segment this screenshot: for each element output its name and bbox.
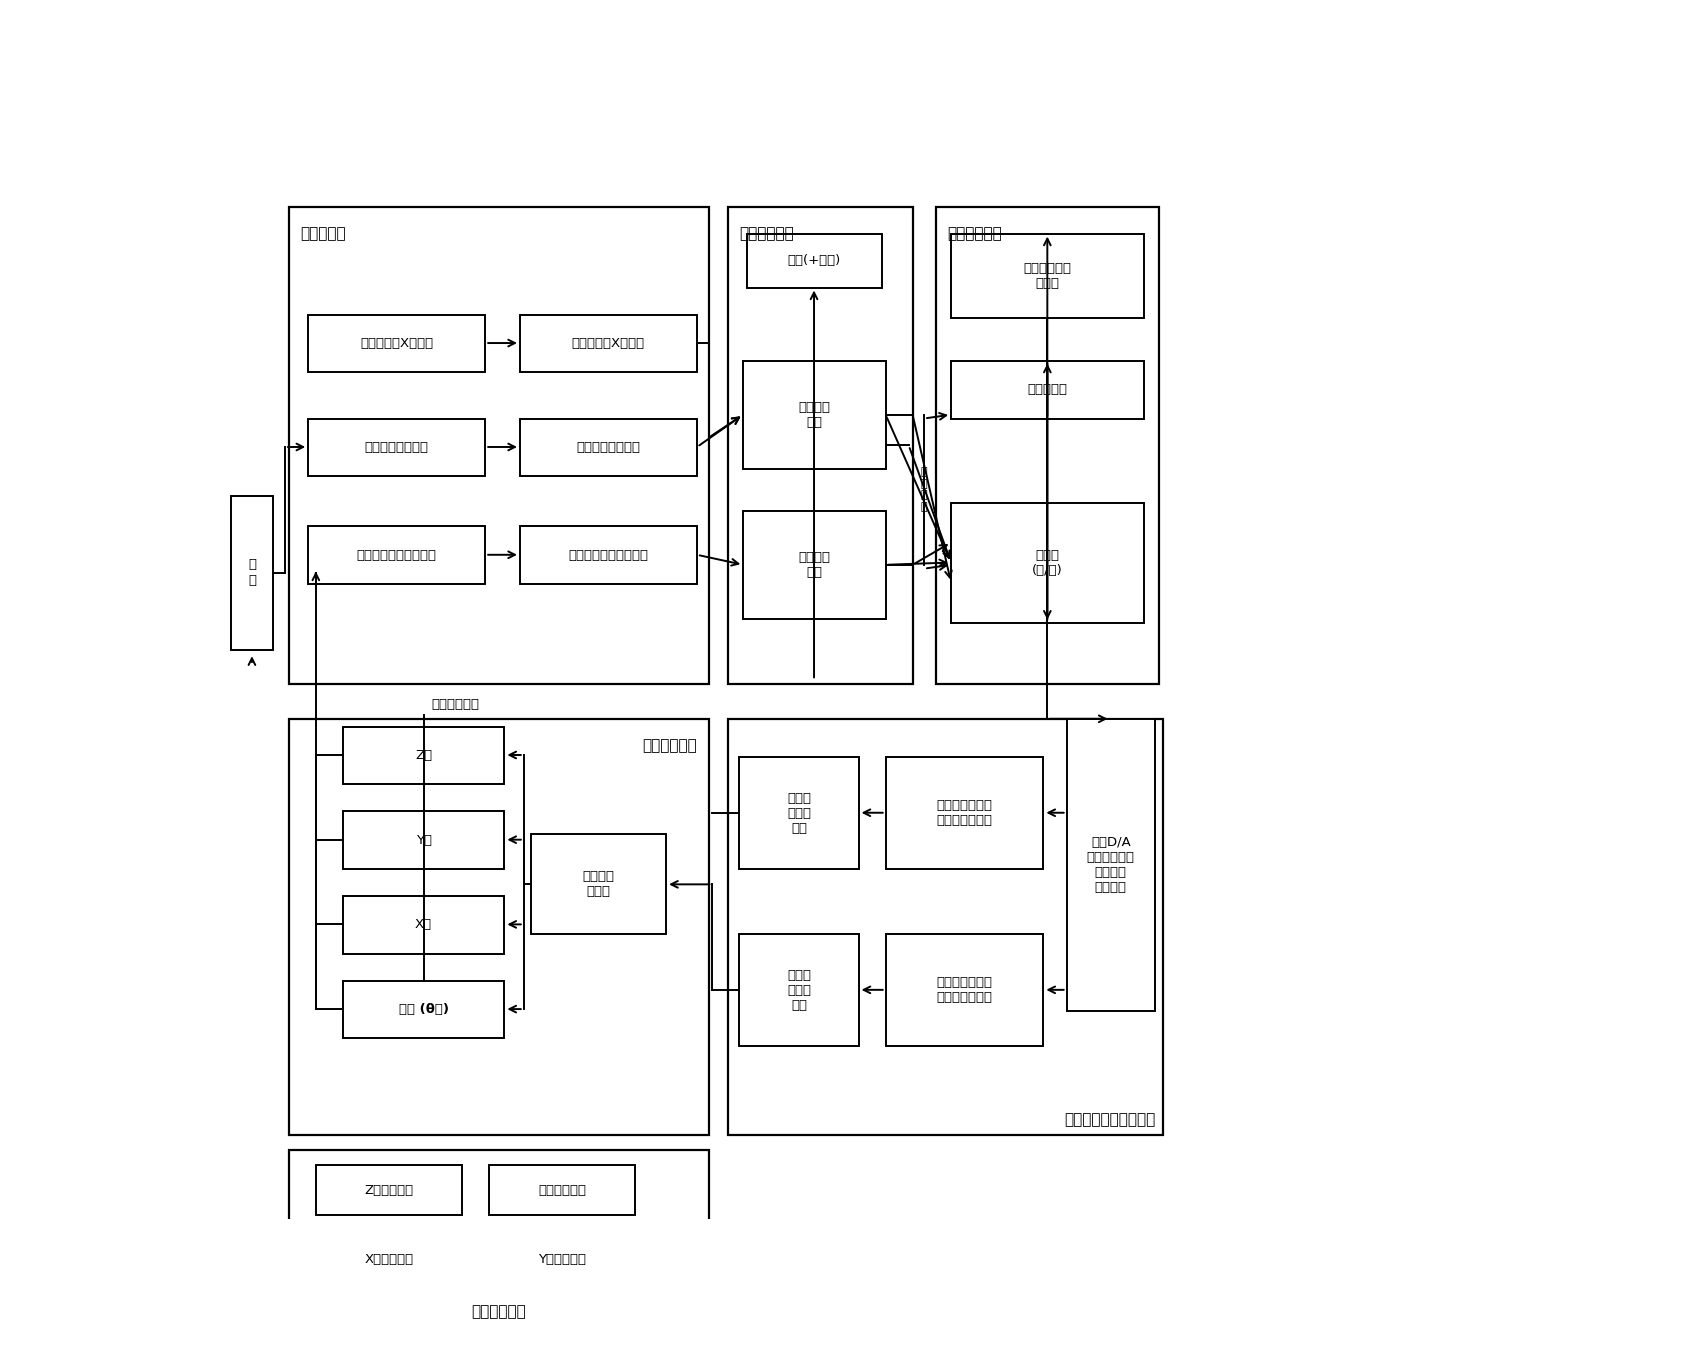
Bar — [739, 758, 858, 869]
Text: 激光位移、光透
传感器数据融合: 激光位移、光透 传感器数据融合 — [937, 799, 993, 827]
Bar — [343, 896, 504, 954]
Bar — [316, 1166, 462, 1215]
Bar — [308, 526, 486, 584]
Bar — [743, 360, 885, 469]
Text: 转台限位控制: 转台限位控制 — [538, 1184, 585, 1197]
Bar — [951, 360, 1144, 418]
Bar — [343, 811, 504, 869]
Bar — [289, 207, 709, 684]
Text: 运动控制模块: 运动控制模块 — [643, 738, 697, 754]
Text: Y轴: Y轴 — [416, 833, 431, 847]
Bar — [885, 758, 1044, 869]
Bar — [936, 207, 1159, 684]
Text: 涡流传感器X感测头: 涡流传感器X感测头 — [360, 337, 433, 349]
Bar — [748, 234, 882, 288]
Text: 硅片形
心定位
计算: 硅片形 心定位 计算 — [787, 969, 810, 1011]
Bar — [289, 1149, 709, 1328]
Bar — [739, 934, 858, 1047]
Text: 激光位移、涡流
传感器数据融合: 激光位移、涡流 传感器数据融合 — [937, 977, 993, 1004]
Bar — [489, 1166, 636, 1215]
Bar — [728, 207, 912, 684]
Bar — [232, 496, 274, 649]
Bar — [531, 834, 667, 934]
Bar — [743, 511, 885, 619]
Bar — [519, 315, 697, 373]
Bar — [519, 526, 697, 584]
Text: 涡流传感器X控制器: 涡流传感器X控制器 — [572, 337, 645, 349]
Bar — [308, 315, 486, 373]
Text: 转台 (θ轴): 转台 (θ轴) — [399, 1003, 448, 1017]
Text: 数据采集卡: 数据采集卡 — [1027, 384, 1068, 396]
Bar — [1066, 719, 1156, 1011]
Text: 端子盒
(一/二): 端子盒 (一/二) — [1032, 549, 1063, 577]
Bar — [316, 1234, 462, 1285]
Text: 光透传感器感测头: 光透传感器感测头 — [365, 441, 428, 453]
Bar — [343, 981, 504, 1038]
Text: 传感器模块: 传感器模块 — [301, 226, 347, 241]
Bar — [951, 503, 1144, 622]
Text: Y轴限位控制: Y轴限位控制 — [538, 1254, 585, 1266]
Text: 转台编码信号: 转台编码信号 — [431, 699, 479, 711]
Bar — [519, 418, 697, 477]
Bar — [289, 719, 709, 1134]
Bar — [728, 719, 1162, 1134]
Bar — [308, 418, 486, 477]
Text: 限位控制模块: 限位控制模块 — [470, 1304, 526, 1319]
Text: 时
钟
信
号: 时 钟 信 号 — [920, 467, 927, 512]
Text: Z轴: Z轴 — [415, 749, 431, 762]
Text: 信号调理模块: 信号调理模块 — [739, 226, 794, 241]
Text: 硅片形心缺口计算模块: 硅片形心缺口计算模块 — [1064, 1112, 1156, 1128]
Text: 模拟信号
滤波: 模拟信号 滤波 — [799, 400, 831, 429]
Text: 激数D/A
激数软件滤波
数据转换
数据筛选: 激数D/A 激数软件滤波 数据转换 数据筛选 — [1086, 836, 1135, 895]
Text: 激光位移传感器感测头: 激光位移传感器感测头 — [357, 548, 437, 562]
Text: 光透传感器控制器: 光透传感器控制器 — [577, 441, 641, 453]
Bar — [885, 934, 1044, 1047]
Text: 放大(+倍频): 放大(+倍频) — [788, 255, 841, 267]
Text: 数据采集模块: 数据采集模块 — [948, 226, 1002, 241]
Bar — [343, 726, 504, 784]
Text: 四轴运动
控制卡: 四轴运动 控制卡 — [582, 870, 614, 899]
Bar — [951, 234, 1144, 318]
Text: 硅
片: 硅 片 — [249, 559, 255, 586]
Bar — [489, 1234, 636, 1285]
Text: 调用库函数数
据采集: 调用库函数数 据采集 — [1024, 262, 1071, 290]
Text: X轴限位控制: X轴限位控制 — [364, 1254, 413, 1266]
Text: 激光位移传感器控制器: 激光位移传感器控制器 — [569, 548, 648, 562]
Text: 硅片缺
口定位
计算: 硅片缺 口定位 计算 — [787, 792, 810, 834]
Text: X轴: X轴 — [415, 918, 431, 932]
Text: Z轴限位控制: Z轴限位控制 — [364, 1184, 413, 1197]
Text: 数字信号
处理: 数字信号 处理 — [799, 551, 831, 578]
